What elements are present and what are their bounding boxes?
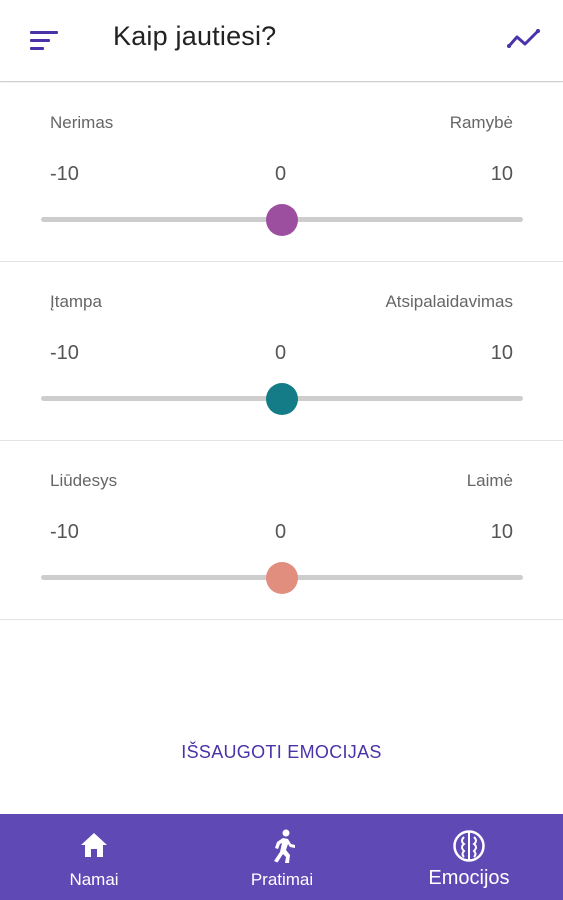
slider-max-value: 10 <box>490 163 513 185</box>
slider-thumb[interactable] <box>266 562 298 594</box>
trend-button[interactable] <box>500 22 548 58</box>
save-emotions-button[interactable]: IŠSAUGOTI EMOCIJAS <box>181 742 382 762</box>
slider-section-tension: Įtampa Atsipalaidavimas -10 0 10 <box>0 262 563 441</box>
slider-min-value: -10 <box>50 163 79 185</box>
slider-right-label: Laimė <box>466 471 513 490</box>
slider-track[interactable] <box>41 204 523 236</box>
nav-label: Emocijos <box>428 867 510 889</box>
slider-left-label: Įtampa <box>50 292 102 311</box>
slider-left-label: Nerimas <box>50 113 114 132</box>
menu-icon <box>30 31 58 50</box>
nav-item-emotions[interactable]: Emocijos <box>399 814 539 900</box>
nav-item-home[interactable]: Namai <box>24 814 164 900</box>
running-icon <box>274 829 295 863</box>
slider-track[interactable] <box>41 562 523 594</box>
page-title: Kaip jautiesi? <box>113 21 277 51</box>
slider-min-value: -10 <box>50 342 79 364</box>
slider-thumb[interactable] <box>266 383 298 415</box>
app-bar: Kaip jautiesi? <box>0 0 563 82</box>
slider-min-value: -10 <box>50 521 79 543</box>
slider-left-label: Liūdesys <box>50 471 118 490</box>
nav-item-exercises[interactable]: Pratimai <box>212 814 352 900</box>
slider-right-label: Ramybė <box>449 113 513 132</box>
slider-thumb[interactable] <box>266 204 298 236</box>
slider-mid-value: 0 <box>275 163 287 185</box>
slider-right-label: Atsipalaidavimas <box>385 292 513 311</box>
slider-section-anxiety: Nerimas Ramybė -10 0 10 <box>0 83 563 262</box>
home-icon <box>81 833 107 857</box>
slider-track[interactable] <box>41 383 523 415</box>
nav-label: Namai <box>69 870 119 889</box>
slider-section-sadness: Liūdesys Laimė -10 0 10 <box>0 441 563 620</box>
slider-mid-value: 0 <box>275 521 287 543</box>
emotions-icon <box>453 830 485 862</box>
trending-icon <box>507 29 540 48</box>
slider-max-value: 10 <box>490 521 513 543</box>
menu-button[interactable] <box>22 22 66 58</box>
slider-mid-value: 0 <box>275 342 287 364</box>
slider-max-value: 10 <box>490 342 513 364</box>
nav-label: Pratimai <box>250 870 314 889</box>
bottom-navigation: Namai Pratimai Emocijos <box>0 814 563 900</box>
